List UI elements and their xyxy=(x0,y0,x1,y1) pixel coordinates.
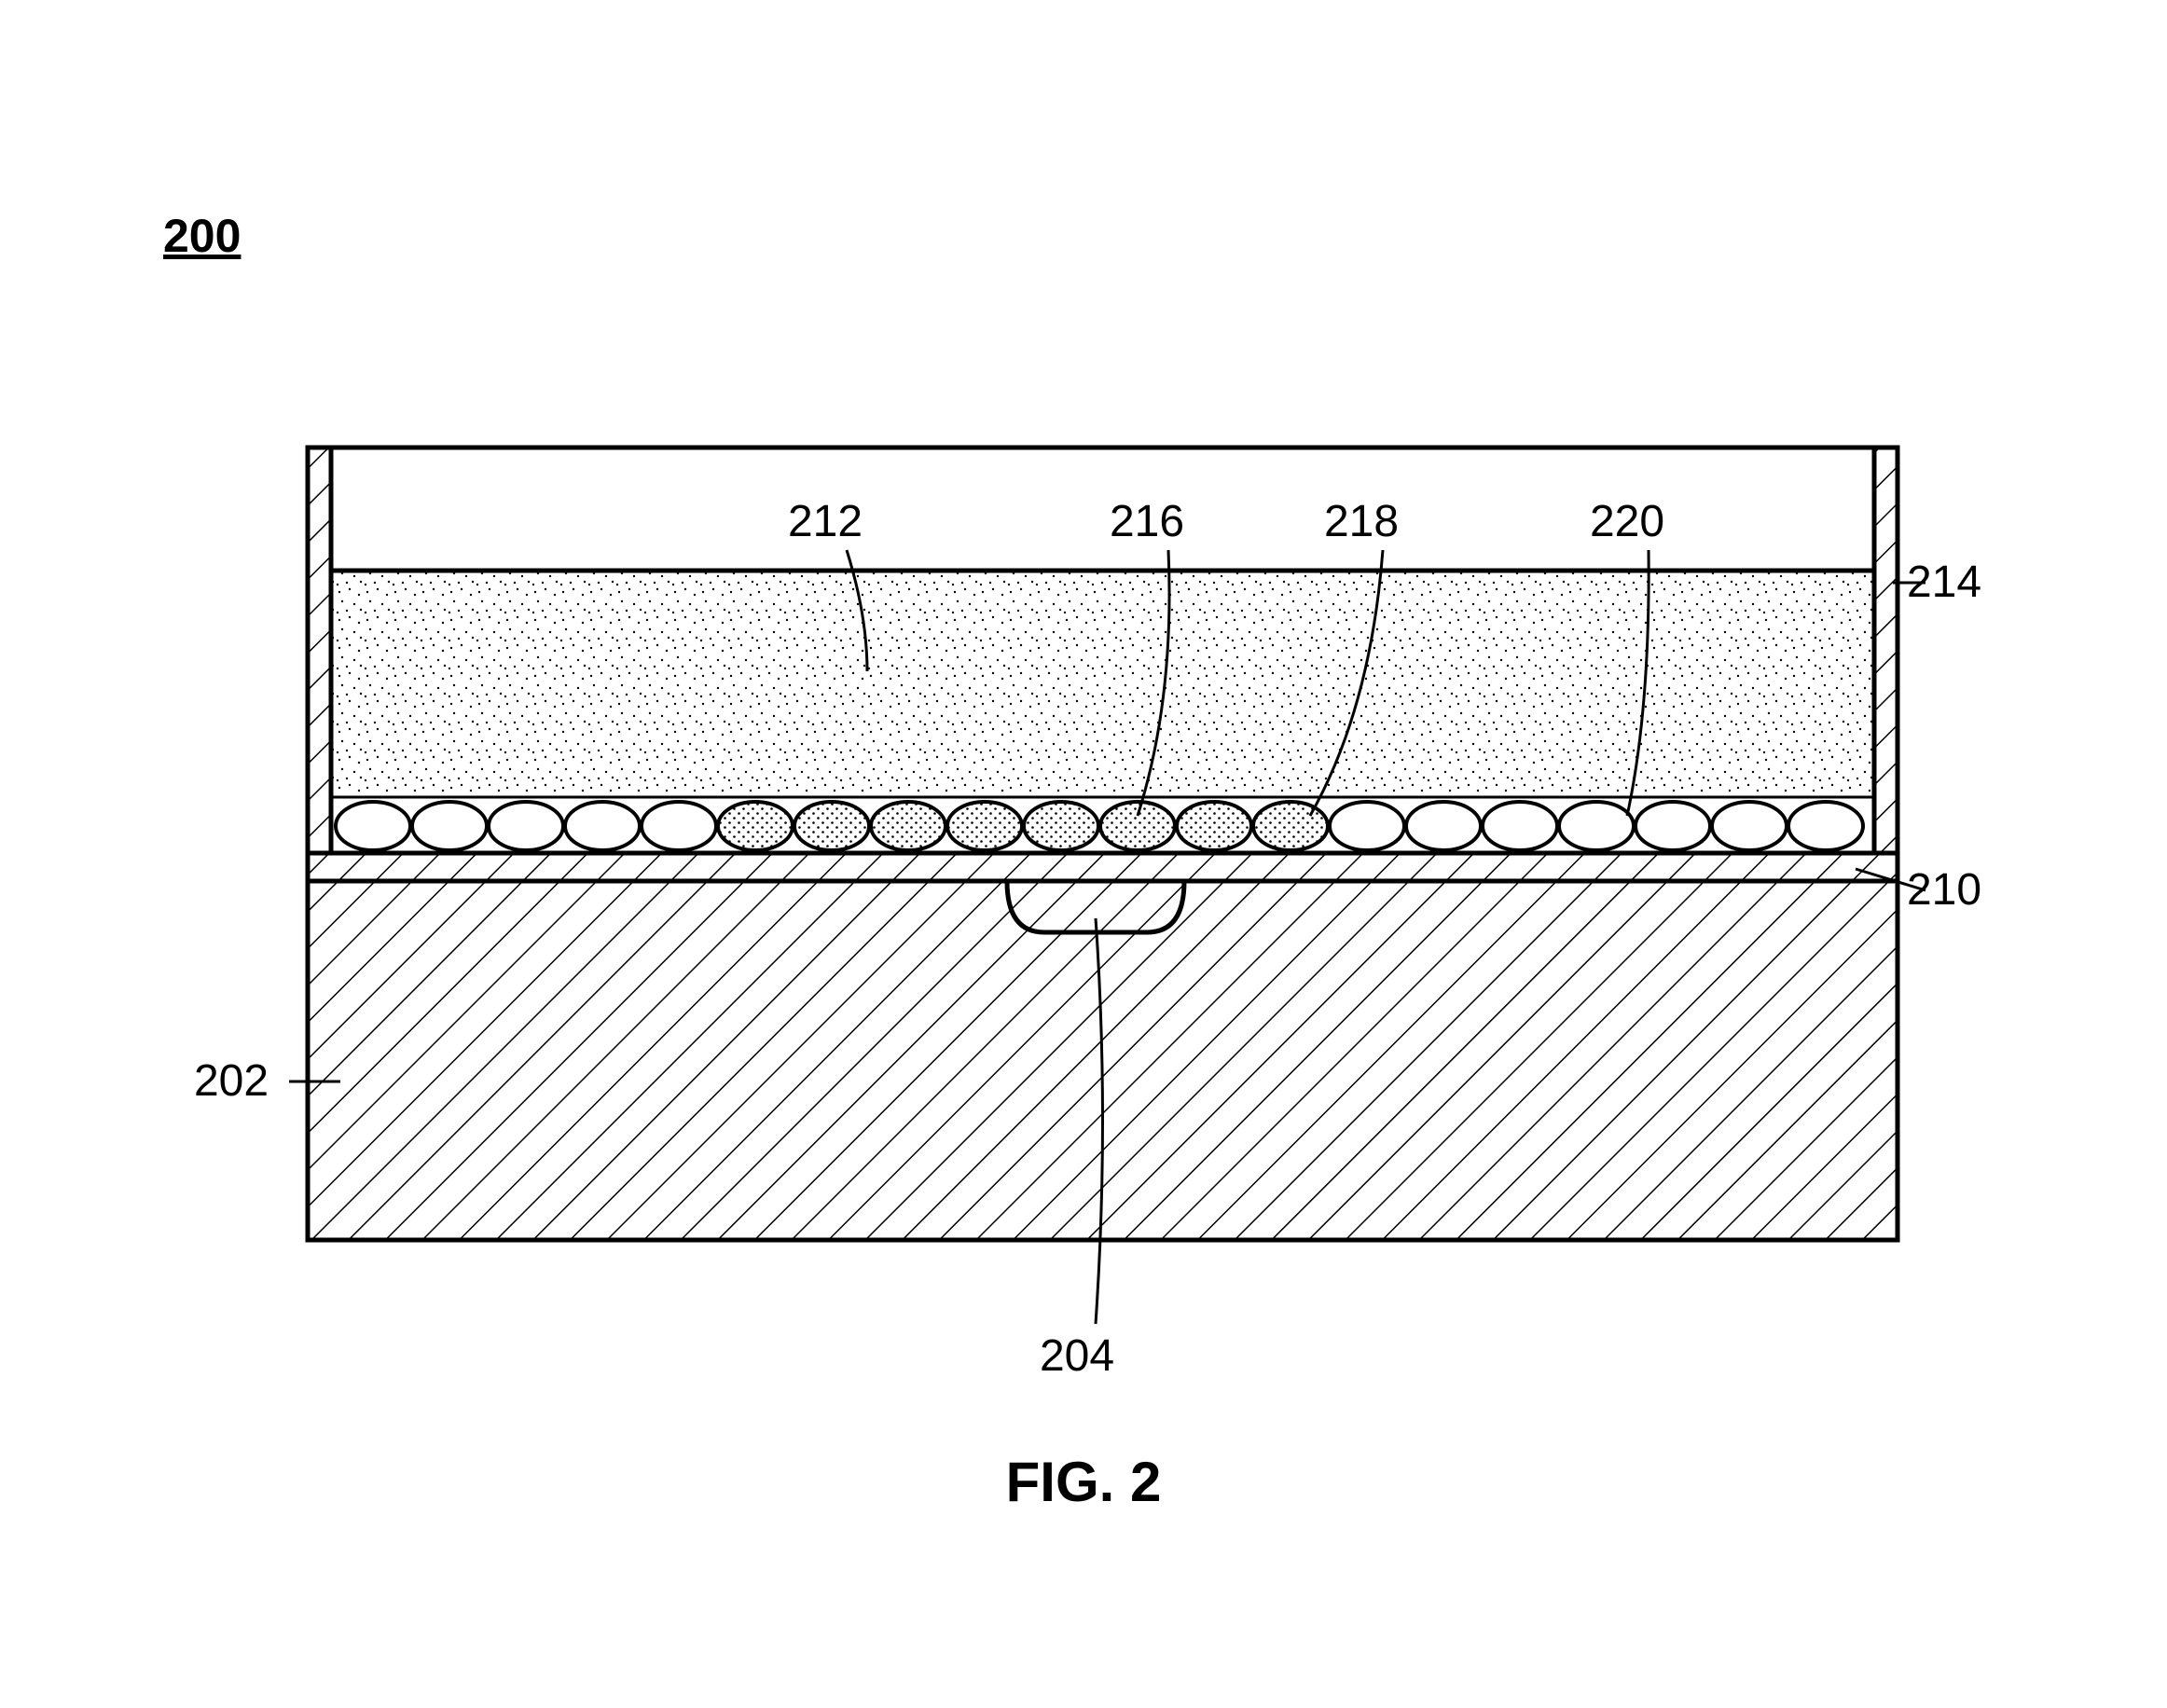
cell xyxy=(642,802,716,850)
cell-shaded xyxy=(1100,802,1175,850)
cell xyxy=(489,802,563,850)
label-204: 204 xyxy=(1040,1331,1114,1381)
figure-caption: FIG. 2 xyxy=(1006,1451,1162,1513)
cell xyxy=(1406,802,1481,850)
label-220: 220 xyxy=(1590,497,1664,546)
label-214: 214 xyxy=(1907,558,1981,607)
cell-shaded xyxy=(871,802,945,850)
label-202: 202 xyxy=(194,1056,269,1106)
label-210: 210 xyxy=(1907,865,1981,915)
cell xyxy=(1636,802,1710,850)
cell-shaded xyxy=(1024,802,1098,850)
thin-layer xyxy=(308,853,1898,881)
cell xyxy=(1788,802,1863,850)
cell xyxy=(412,802,487,850)
cell-shaded xyxy=(718,802,793,850)
cell xyxy=(1330,802,1404,850)
right-wall xyxy=(1874,448,1898,853)
left-wall xyxy=(308,448,331,853)
cell xyxy=(336,802,410,850)
figure-number: 200 xyxy=(163,210,241,262)
cell-shaded xyxy=(1177,802,1251,850)
cell xyxy=(565,802,640,850)
cell xyxy=(1483,802,1557,850)
label-216: 216 xyxy=(1110,497,1184,546)
label-218: 218 xyxy=(1324,497,1399,546)
cell-shaded xyxy=(1253,802,1328,850)
liquid-layer xyxy=(331,571,1874,797)
cell xyxy=(1559,802,1634,850)
cell-shaded xyxy=(947,802,1022,850)
cell xyxy=(1712,802,1787,850)
label-212: 212 xyxy=(788,497,863,546)
cell-shaded xyxy=(794,802,869,850)
